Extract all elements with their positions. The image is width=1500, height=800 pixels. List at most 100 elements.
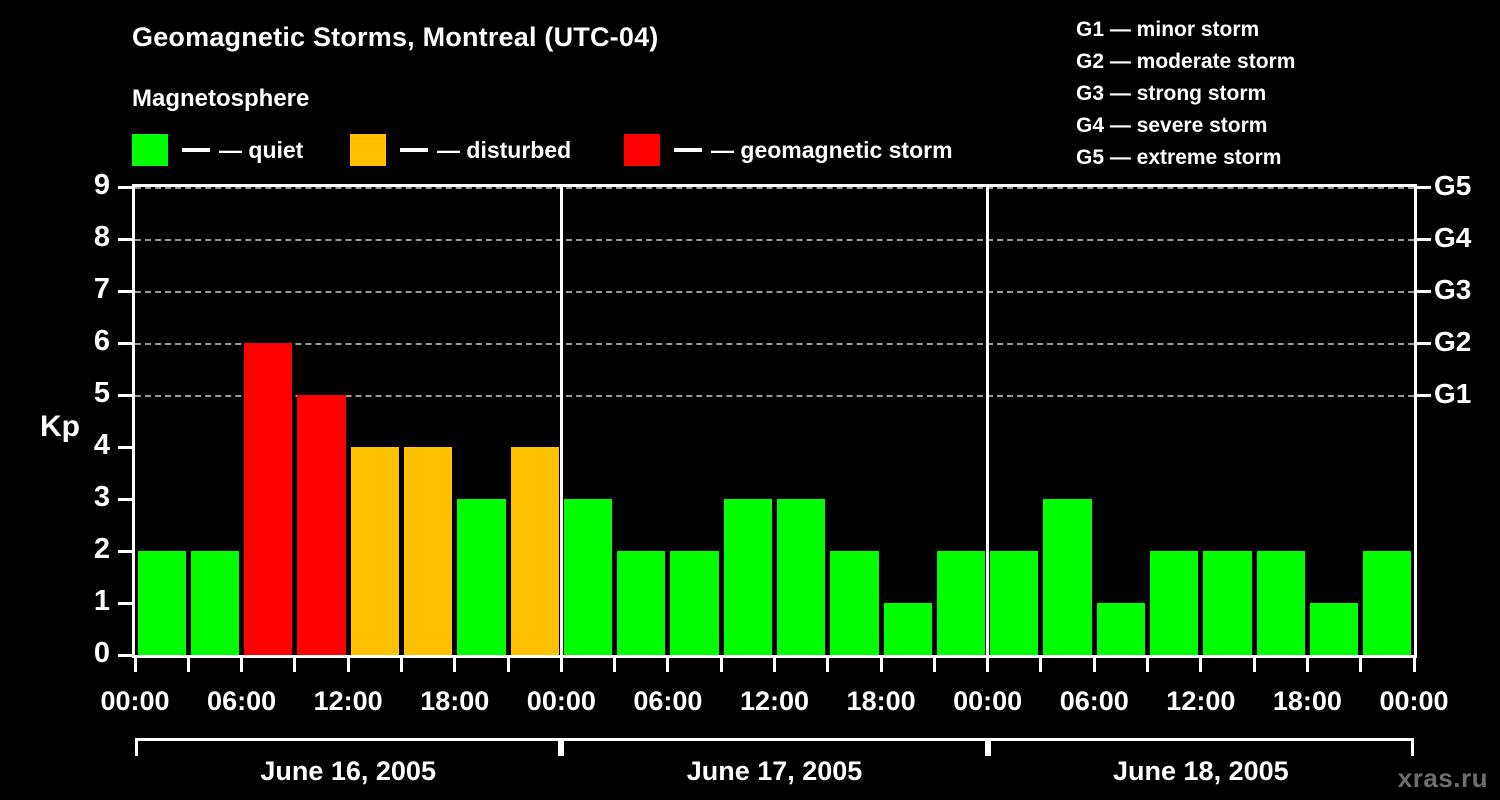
x-tick-2 bbox=[240, 658, 244, 672]
legend-label: — quiet bbox=[219, 136, 304, 163]
y-axis-title: Kp bbox=[40, 410, 80, 443]
y-tick-label-3: 3 bbox=[93, 481, 110, 513]
y-tick-label-2: 2 bbox=[93, 533, 110, 565]
y-tick-2 bbox=[118, 550, 132, 553]
x-tick-label-7: 18:00 bbox=[846, 686, 916, 716]
y-tick-label-8: 8 bbox=[93, 221, 110, 253]
bar-19-kp-2 bbox=[1150, 551, 1199, 655]
x-tick-9 bbox=[613, 658, 617, 672]
g-tick-label-G4: G4 bbox=[1434, 222, 1472, 253]
legend-label: — disturbed bbox=[437, 136, 572, 163]
gridline-kp-5 bbox=[135, 395, 1414, 397]
g-tick-label-G1: G1 bbox=[1434, 378, 1472, 409]
x-tick-5 bbox=[399, 658, 403, 672]
storm-swatch bbox=[624, 134, 660, 166]
bar-8-kp-3 bbox=[563, 499, 613, 655]
bar-series bbox=[135, 187, 1414, 655]
watermark: xras.ru bbox=[1397, 763, 1488, 793]
bar-21-kp-2 bbox=[1256, 551, 1305, 655]
y-tick-9 bbox=[118, 186, 132, 189]
y-tick-label-7: 7 bbox=[93, 273, 110, 305]
g-tick-G1 bbox=[1417, 394, 1431, 397]
bar-2-kp-6 bbox=[244, 343, 293, 655]
x-tick-label-11: 18:00 bbox=[1272, 686, 1342, 716]
g-tick-label-G3: G3 bbox=[1434, 274, 1472, 305]
gridline-kp-8 bbox=[135, 239, 1414, 241]
y-tick-3 bbox=[118, 498, 132, 501]
bar-3-kp-5 bbox=[297, 395, 346, 655]
x-tick-1 bbox=[186, 658, 190, 672]
legend-dash-icon bbox=[400, 148, 428, 152]
page-title: Geomagnetic Storms, Montreal (UTC-04) bbox=[132, 22, 659, 52]
legend-dash-icon bbox=[674, 148, 702, 152]
x-tick-22 bbox=[1305, 658, 1309, 672]
x-tick-4 bbox=[346, 658, 350, 672]
bar-9-kp-2 bbox=[617, 551, 666, 655]
bar-7-kp-4 bbox=[510, 447, 559, 655]
g-scale-line-5: G5 — extreme storm bbox=[1076, 146, 1282, 169]
day-separator-2 bbox=[986, 187, 990, 655]
x-tick-11 bbox=[719, 658, 723, 672]
g-tick-label-G2: G2 bbox=[1434, 326, 1472, 357]
bar-20-kp-2 bbox=[1203, 551, 1252, 655]
x-tick-7 bbox=[506, 658, 510, 672]
x-tick-15 bbox=[932, 658, 936, 672]
y-tick-7 bbox=[118, 290, 132, 293]
y-tick-label-9: 9 bbox=[93, 169, 110, 201]
g-scale-line-4: G4 — severe storm bbox=[1076, 114, 1268, 137]
disturbed-swatch bbox=[350, 134, 386, 166]
legend-item-disturbed: — disturbed bbox=[350, 133, 571, 167]
gridline-kp-6 bbox=[135, 343, 1414, 345]
g-scale-line-2: G2 — moderate storm bbox=[1076, 50, 1296, 73]
x-tick-label-4: 00:00 bbox=[526, 686, 596, 716]
date-label-2: June 17, 2005 bbox=[686, 756, 863, 786]
g-scale-legend: G1 — minor storm G2 — moderate storm G3 — … bbox=[1076, 14, 1295, 174]
date-label-3: June 18, 2005 bbox=[1113, 756, 1289, 786]
x-tick-label-9: 06:00 bbox=[1059, 686, 1129, 716]
bar-15-kp-2 bbox=[936, 551, 986, 655]
bar-10-kp-2 bbox=[670, 551, 719, 655]
x-tick-13 bbox=[826, 658, 830, 672]
y-tick-label-6: 6 bbox=[93, 325, 110, 357]
x-tick-12 bbox=[773, 658, 776, 672]
x-tick-label-1: 06:00 bbox=[207, 686, 277, 716]
g-tick-label-G5: G5 bbox=[1434, 170, 1472, 201]
x-tick-10 bbox=[666, 658, 670, 672]
y-tick-4 bbox=[118, 446, 132, 449]
legend-item-quiet: — quiet bbox=[132, 133, 303, 167]
day-separator-1 bbox=[559, 187, 563, 655]
x-tick-8 bbox=[559, 658, 563, 672]
x-tick-label-2: 12:00 bbox=[313, 686, 383, 716]
bar-6-kp-3 bbox=[457, 499, 506, 655]
y-tick-label-0: 0 bbox=[93, 637, 110, 669]
x-tick-label-12: 00:00 bbox=[1379, 686, 1449, 716]
date-label-1: June 16, 2005 bbox=[260, 756, 436, 786]
x-tick-label-6: 12:00 bbox=[739, 686, 810, 716]
bar-5-kp-4 bbox=[403, 447, 453, 655]
g-tick-G2 bbox=[1417, 342, 1431, 345]
x-tick-6 bbox=[453, 658, 457, 672]
x-tick-14 bbox=[879, 658, 883, 672]
y-tick-8 bbox=[118, 238, 132, 241]
g-tick-G3 bbox=[1417, 290, 1431, 293]
x-tick-24 bbox=[1412, 658, 1416, 672]
bar-13-kp-2 bbox=[830, 551, 879, 655]
y-tick-6 bbox=[118, 342, 132, 345]
bar-4-kp-4 bbox=[350, 447, 399, 655]
x-tick-3 bbox=[293, 658, 297, 672]
bar-14-kp-1 bbox=[883, 603, 932, 655]
x-tick-21 bbox=[1252, 658, 1256, 672]
g-tick-G5 bbox=[1417, 186, 1431, 189]
x-tick-16 bbox=[986, 658, 990, 672]
x-tick-17 bbox=[1039, 658, 1043, 672]
bar-12-kp-3 bbox=[777, 499, 826, 655]
plot-area bbox=[132, 184, 1417, 658]
x-tick-18 bbox=[1092, 658, 1096, 672]
x-tick-label-10: 12:00 bbox=[1166, 686, 1236, 716]
x-tick-20 bbox=[1199, 658, 1203, 672]
bar-16-kp-2 bbox=[990, 551, 1039, 655]
bar-22-kp-1 bbox=[1309, 603, 1359, 655]
date-bracket-2 bbox=[561, 738, 988, 756]
bar-0-kp-2 bbox=[137, 551, 186, 655]
